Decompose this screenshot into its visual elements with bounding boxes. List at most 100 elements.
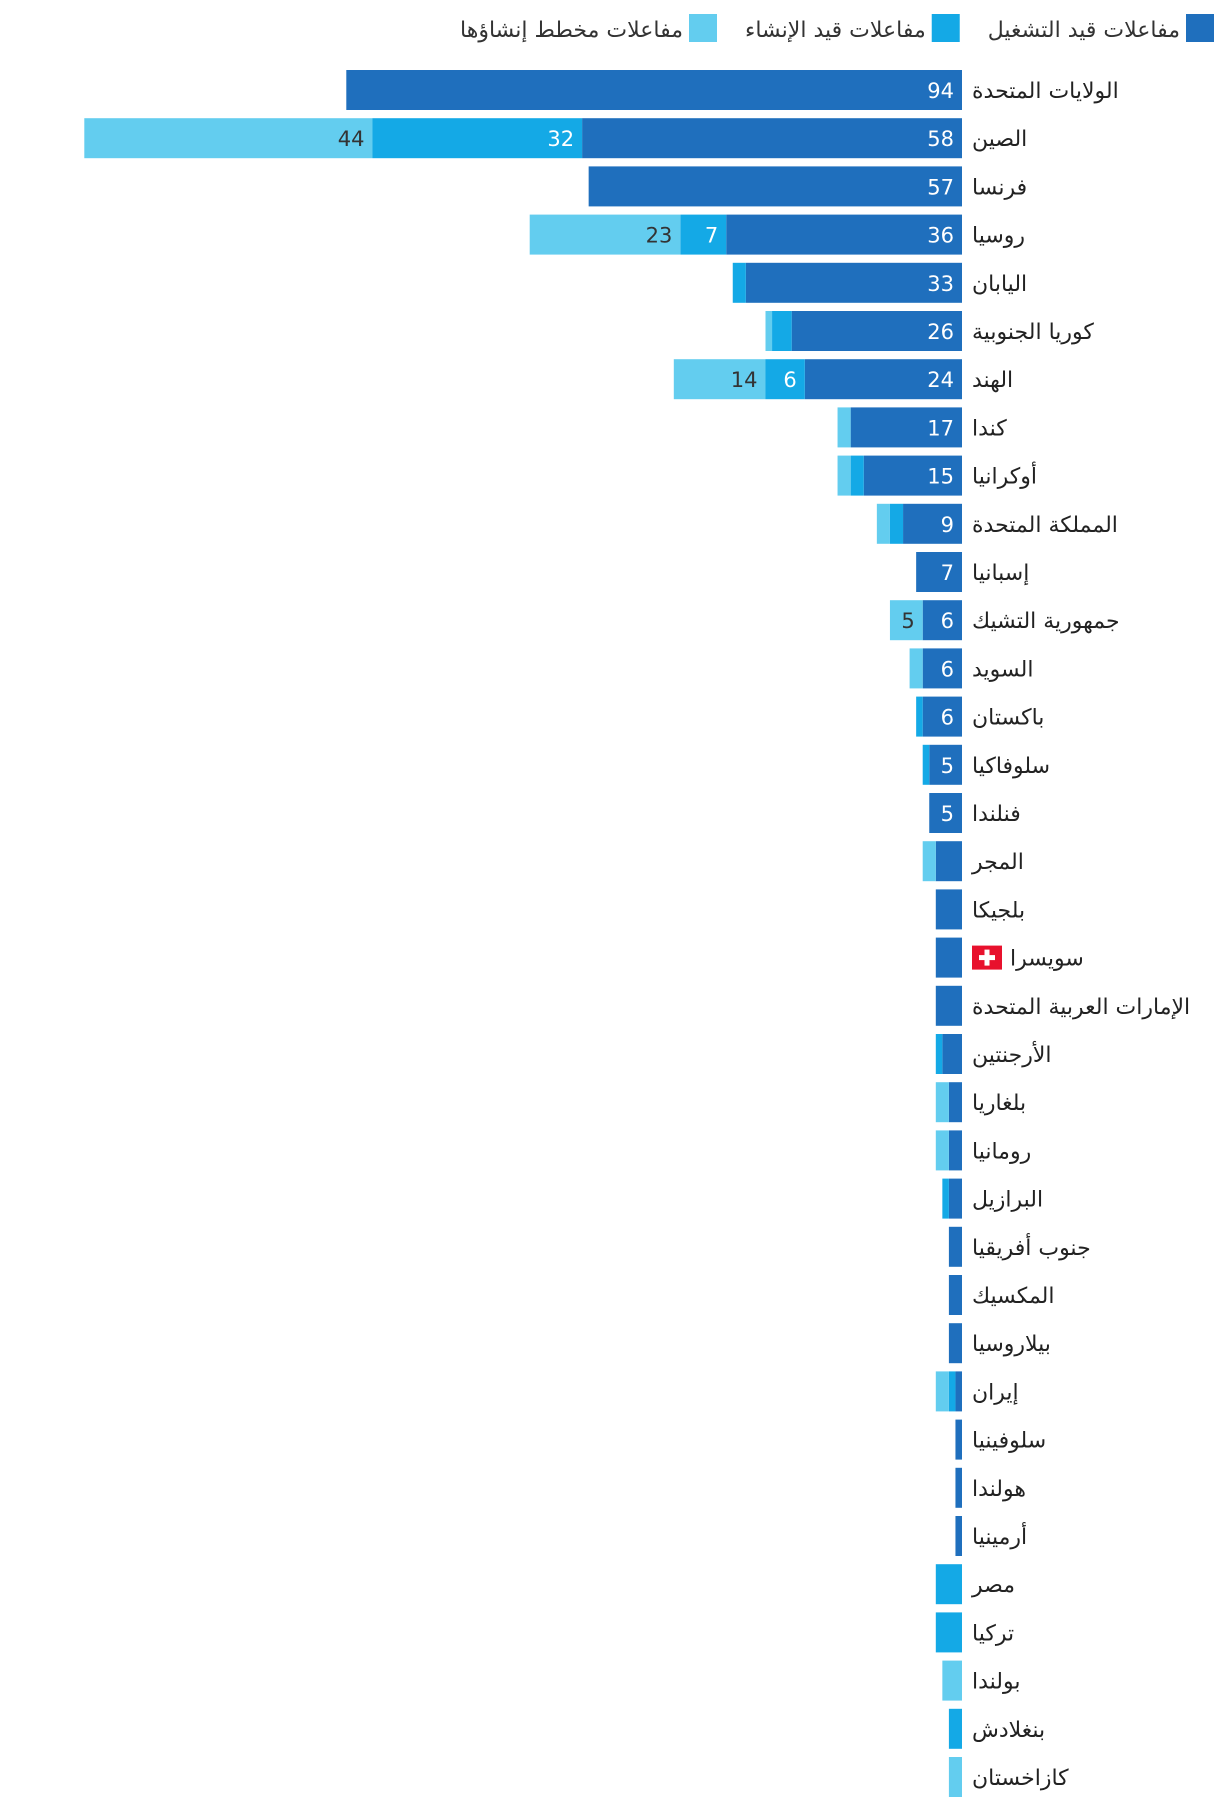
bar-row: بلغاريا <box>935 1082 1026 1123</box>
bar-segment-planned <box>84 118 373 159</box>
bar-segment-operating <box>726 214 962 255</box>
bar-segment-operating <box>942 1034 962 1074</box>
value-label-operating: 33 <box>927 272 954 296</box>
bar-segment-construction <box>935 1612 962 1653</box>
category-label: باكستان <box>972 706 1044 731</box>
bar-row: الأرجنتين <box>935 1034 1052 1074</box>
value-label-construction: 32 <box>547 127 574 151</box>
bar-row: هولندا <box>955 1467 1026 1508</box>
bar-row: 5 فنلندا <box>929 793 1021 833</box>
bar-segment-operating <box>582 118 962 159</box>
category-label: الهند <box>972 368 1013 393</box>
legend-swatch-operating <box>1186 14 1214 42</box>
bar-segment-construction <box>935 1564 962 1605</box>
category-label: بنغلادش <box>972 1718 1045 1743</box>
bar-row: 26 كوريا الجنوبية <box>765 311 1094 351</box>
bar-segment-operating <box>922 648 962 689</box>
category-label: البرازيل <box>972 1188 1043 1213</box>
bar-row: بنغلادش <box>948 1708 1045 1749</box>
bar-segment-construction <box>772 311 792 351</box>
bar-segment-planned <box>673 359 766 400</box>
category-label: المجر <box>971 850 1024 875</box>
value-label-operating: 6 <box>941 609 954 633</box>
bar-segment-operating <box>955 1516 962 1556</box>
value-label-operating: 17 <box>927 416 954 440</box>
value-label-operating: 24 <box>927 368 954 392</box>
bar-segment-operating <box>935 937 962 978</box>
bar-segment-operating <box>745 262 962 303</box>
legend-swatch-planned <box>689 14 717 42</box>
legend-label-operating: مفاعلات قيد التشغيل <box>988 18 1180 43</box>
bar-segment-operating <box>791 311 962 351</box>
bar-row: المكسيك <box>948 1275 1055 1315</box>
value-label-operating: 6 <box>941 706 954 730</box>
value-label-construction: 7 <box>705 224 718 248</box>
category-label: بولندا <box>972 1670 1021 1695</box>
bar-row: 6 السويد <box>909 648 1033 689</box>
bar-row: 6 باكستان <box>916 696 1044 737</box>
legend-swatch-construction <box>931 14 960 42</box>
bar-row: كازاخستان <box>948 1757 1069 1797</box>
bar-row: 58 32 44 الصين <box>84 118 1027 159</box>
bar-segment-construction <box>732 262 746 303</box>
bar-segment-construction <box>372 118 583 159</box>
bar-segment-operating <box>929 793 962 833</box>
bar-segment-operating <box>955 1419 962 1460</box>
category-label: المكسيك <box>972 1284 1055 1309</box>
bar-row: 24 6 14 الهند <box>673 359 1013 400</box>
bar-segment-operating <box>346 70 962 110</box>
category-label: مصر <box>971 1573 1015 1598</box>
bar-row: بلجيكا <box>935 889 1025 930</box>
bar-row: 33 اليابان <box>732 262 1027 303</box>
bar-segment-operating <box>948 1130 962 1171</box>
bar-segment-operating <box>916 552 962 592</box>
bar-segment-construction <box>935 1034 943 1074</box>
category-label: الصين <box>972 127 1027 152</box>
bar-row: 15 أوكرانيا <box>837 455 1037 496</box>
bar-segment-operating <box>948 1082 962 1123</box>
bar-row: سلوفينيا <box>955 1419 1046 1460</box>
bar-segment-operating <box>922 696 962 737</box>
bar-row: 36 7 23 روسيا <box>529 214 1025 255</box>
bar-row: 57 فرنسا <box>588 166 1027 207</box>
bar-segment-operating <box>935 889 962 930</box>
bar-row: البرازيل <box>942 1178 1043 1219</box>
value-label-operating: 9 <box>941 513 954 537</box>
bar-segment-planned <box>876 503 890 544</box>
bar-segment-operating <box>804 359 962 400</box>
category-label: جنوب أفريقيا <box>972 1233 1091 1261</box>
category-label: الأرجنتين <box>972 1041 1052 1068</box>
value-label-operating: 57 <box>927 175 954 199</box>
category-label: تركيا <box>972 1621 1014 1646</box>
value-label-operating: 6 <box>941 657 954 681</box>
bar-segment-operating <box>948 1178 962 1219</box>
category-label: فرنسا <box>972 175 1027 200</box>
bar-segment-operating <box>588 166 962 207</box>
bar-segment-planned <box>529 214 681 255</box>
bar-segment-operating <box>948 1323 962 1364</box>
value-label-planned: 44 <box>338 127 365 151</box>
bar-segment-operating <box>955 1371 962 1412</box>
bar-segment-construction <box>680 214 727 255</box>
category-label: بلجيكا <box>972 898 1025 923</box>
bar-segment-planned <box>935 1130 949 1171</box>
bar-segment-operating <box>929 744 962 785</box>
bar-segment-planned <box>837 407 851 448</box>
legend-label-planned: مفاعلات مخطط إنشاؤها <box>460 18 683 43</box>
value-label-planned: 14 <box>731 368 758 392</box>
category-label: كندا <box>972 416 1007 441</box>
chart-legend: مفاعلات قيد التشغيل مفاعلات قيد الإنشاء مف… <box>460 14 1214 43</box>
bar-row: تركيا <box>935 1612 1014 1653</box>
category-label: جمهورية التشيك <box>972 609 1120 634</box>
bar-segment-operating <box>948 1275 962 1315</box>
category-label: المملكة المتحدة <box>972 513 1118 538</box>
category-label: إيران <box>972 1380 1019 1405</box>
swiss-flag-icon <box>972 945 1002 970</box>
bar-segment-construction <box>922 744 930 785</box>
bar-segment-operating <box>955 1467 962 1508</box>
category-label: أرمينيا <box>972 1522 1027 1550</box>
category-label: رومانيا <box>972 1139 1031 1164</box>
category-label: هولندا <box>972 1477 1026 1502</box>
bar-row: 6 5 جمهورية التشيك <box>889 600 1120 641</box>
